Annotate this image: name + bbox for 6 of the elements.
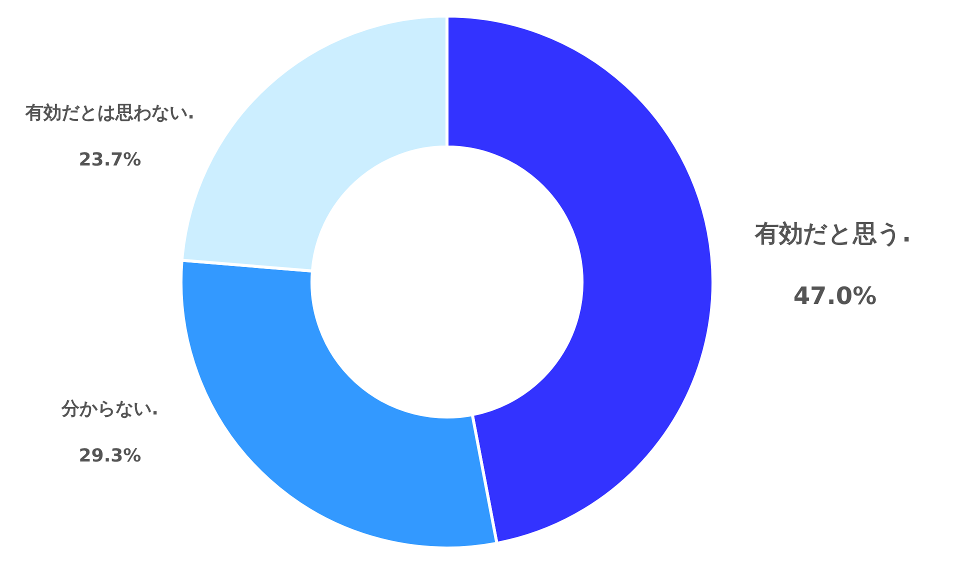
slice-label: 有効だとは思わない. — [24, 102, 194, 124]
data-label: 23.7% — [78, 150, 142, 171]
data-label: 29.3% — [78, 445, 142, 466]
data-label: 47.0% — [793, 282, 877, 310]
slice-label: 分からない. — [60, 398, 158, 420]
slice-label: 有効だと思う. — [754, 220, 912, 248]
